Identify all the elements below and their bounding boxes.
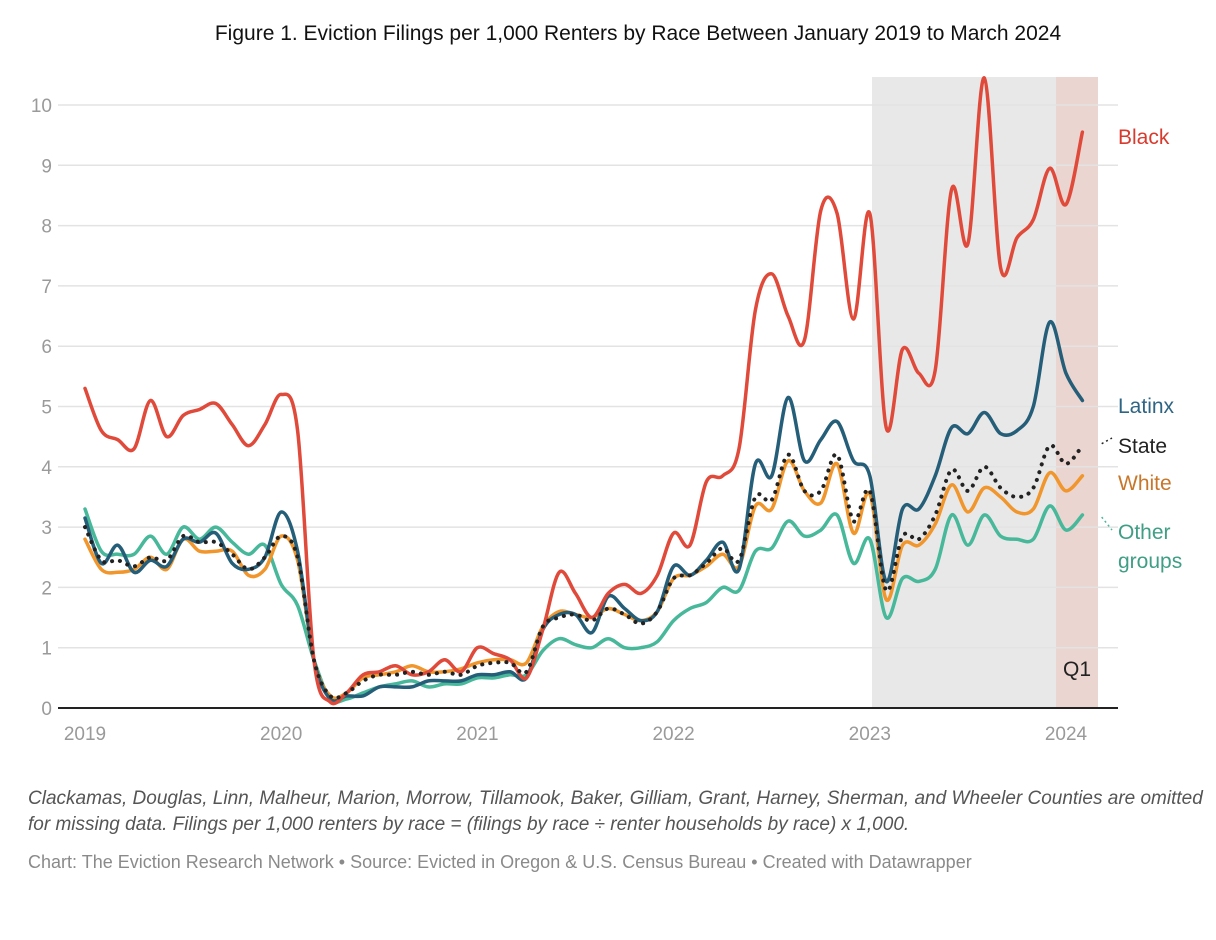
y-tick-label: 2 [41, 578, 52, 599]
y-tick-label: 3 [41, 518, 52, 539]
line-chart: Q1 0 1 2 3 4 5 6 7 8 9 10 2019 2020 2021 2022 2023 2024… [31, 76, 1182, 745]
series-label-latinx: Latinx [1118, 395, 1175, 418]
y-tick-label: 6 [41, 337, 52, 358]
q1-annotation-label: Q1 [1063, 658, 1091, 681]
series-line-black [83, 76, 1085, 706]
y-tick-label: 5 [41, 398, 52, 419]
shaded-range-2023 [872, 77, 1056, 708]
series-labels: Black Latinx State White Other groups [1101, 126, 1182, 573]
y-tick-label: 0 [41, 699, 52, 720]
x-tick-label: 2021 [456, 724, 498, 745]
x-tick-label: 2024 [1045, 724, 1088, 745]
y-tick-label: 8 [41, 217, 52, 238]
state-label-connector [1101, 437, 1113, 445]
series-line-state [83, 443, 1085, 701]
x-tick-label: 2020 [260, 724, 302, 745]
series-line-other-groups [83, 504, 1085, 704]
series-label-other-groups: Other [1118, 521, 1171, 544]
y-axis-ticks: 0 1 2 3 4 5 6 7 8 9 10 [31, 96, 53, 720]
chart-title: Figure 1. Eviction Filings per 1,000 Ren… [214, 22, 1062, 45]
y-tick-label: 4 [41, 458, 52, 479]
chart-credit: Chart: The Eviction Research Network • S… [28, 852, 972, 872]
series-lines [83, 76, 1085, 706]
series-line-latinx [83, 320, 1085, 703]
y-tick-label: 10 [31, 96, 52, 117]
shaded-ranges: Q1 [872, 77, 1098, 708]
other-groups-label-connector [1101, 516, 1113, 531]
y-tick-label: 7 [41, 277, 52, 298]
series-label-other-groups: groups [1118, 550, 1182, 573]
series-line-white [83, 459, 1085, 700]
y-tick-label: 9 [41, 156, 52, 177]
series-label-black: Black [1118, 126, 1170, 149]
chart-notes: Clackamas, Douglas, Linn, Malheur, Mario… [28, 788, 1203, 835]
x-axis-ticks: 2019 2020 2021 2022 2023 2024 [64, 724, 1088, 745]
x-tick-label: 2022 [652, 724, 694, 745]
x-tick-label: 2019 [64, 724, 106, 745]
y-tick-label: 1 [41, 639, 52, 660]
series-label-state: State [1118, 435, 1167, 458]
series-label-white: White [1118, 472, 1172, 495]
x-tick-label: 2023 [849, 724, 891, 745]
